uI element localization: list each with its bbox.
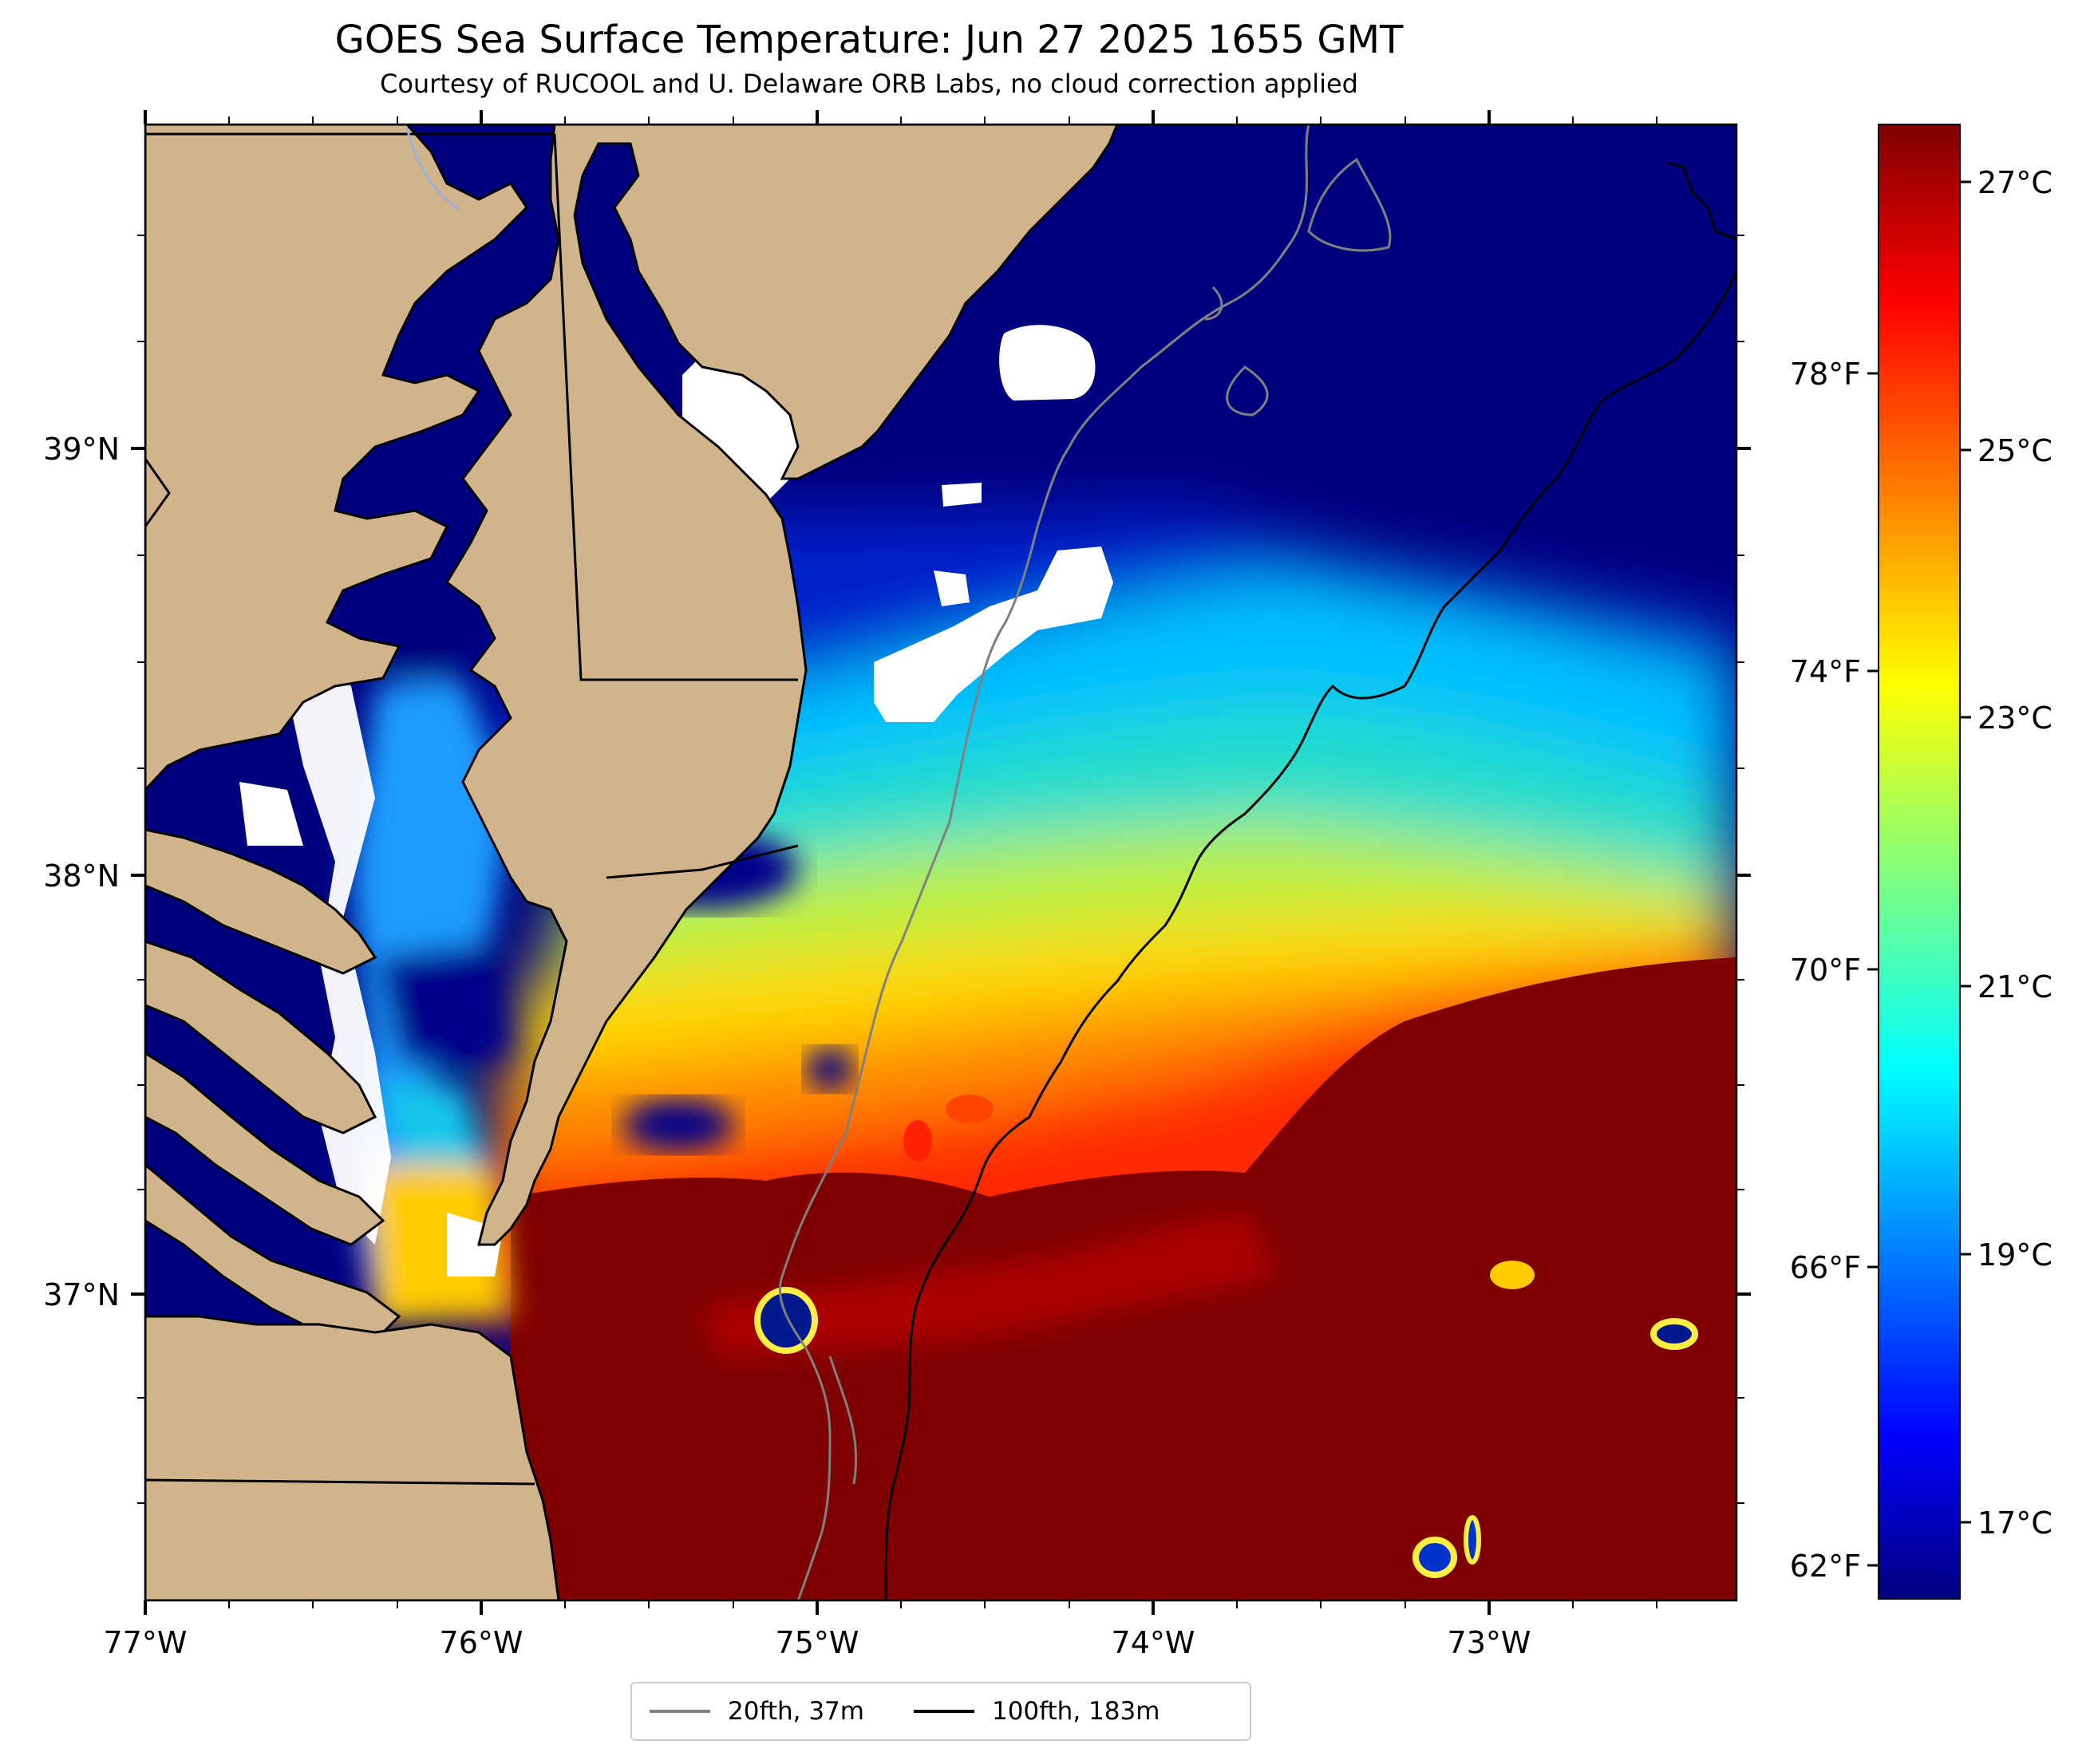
map-subtitle: Courtesy of RUCOOL and U. Delaware ORB L…	[380, 69, 1358, 99]
legend-item-20fth: 20fth, 37m	[650, 1697, 864, 1726]
lon-tick-label: 75°W	[776, 1625, 859, 1660]
colorbar	[1878, 124, 1961, 1600]
celsius-label: 17°C	[1977, 1506, 2052, 1541]
fahrenheit-label: 74°F	[1790, 654, 1861, 689]
black-line-icon	[913, 1710, 974, 1713]
map-title: GOES Sea Surface Temperature: Jun 27 202…	[334, 18, 1404, 62]
celsius-label: 27°C	[1977, 165, 2052, 200]
isobath-legend: 20fth, 37m 100fth, 183m	[630, 1682, 1251, 1741]
colorbar-f-ticks	[1867, 372, 1879, 1567]
celsius-label: 21°C	[1977, 969, 2052, 1004]
lon-tick-label: 74°W	[1112, 1625, 1195, 1660]
lat-minor-ticks	[137, 235, 1744, 1504]
lat-tick-label: 37°N	[43, 1277, 120, 1312]
legend-label: 100fth, 183m	[991, 1697, 1160, 1726]
lat-tick-label: 39°N	[43, 432, 120, 467]
fahrenheit-label: 78°F	[1790, 357, 1861, 392]
celsius-label: 25°C	[1977, 433, 2052, 468]
lon-tick-label: 77°W	[104, 1625, 188, 1660]
state-boundaries	[145, 132, 799, 1486]
lon-tick-label: 76°W	[440, 1625, 523, 1660]
legend-item-100fth: 100fth, 183m	[913, 1697, 1160, 1726]
legend-label: 20fth, 37m	[728, 1697, 864, 1726]
colorbar-c-ticks	[1960, 180, 1971, 1524]
grey-line-icon	[650, 1710, 710, 1713]
map-frame	[144, 123, 1738, 1602]
lat-tick-labels: 39°N 38°N 37°N	[43, 432, 120, 1312]
fahrenheit-label: 62°F	[1790, 1549, 1861, 1584]
lon-minor-ticks	[228, 116, 1657, 1608]
lat-tick-label: 38°N	[43, 858, 120, 894]
isobath-20fth	[778, 124, 1392, 1600]
celsius-label: 19°C	[1977, 1237, 2052, 1273]
colorbar-c-labels: 27°C 25°C 23°C 21°C 19°C 17°C	[1977, 165, 2052, 1541]
fahrenheit-label: 70°F	[1790, 953, 1861, 988]
lon-tick-label: 73°W	[1448, 1625, 1531, 1660]
fahrenheit-label: 66°F	[1790, 1250, 1861, 1285]
isobath-100fth	[884, 161, 1736, 1600]
lon-major-ticks	[144, 110, 1491, 1615]
lat-major-ticks	[131, 447, 1751, 1296]
map-area	[145, 124, 1736, 1600]
colorbar-f-labels: 78°F 74°F 70°F 66°F 62°F	[1790, 357, 1861, 1584]
lon-tick-labels: 77°W 76°W 75°W 74°W 73°W	[104, 1625, 1531, 1660]
celsius-label: 23°C	[1977, 700, 2052, 736]
land-areas	[145, 124, 1119, 1600]
